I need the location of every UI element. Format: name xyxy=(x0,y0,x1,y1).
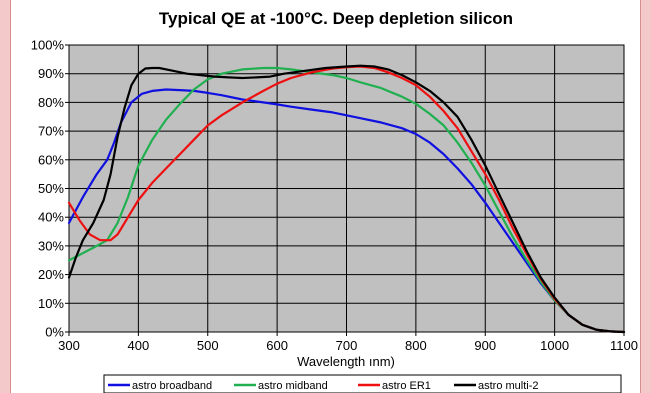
legend-entry: astro broadband xyxy=(132,380,212,392)
x-tick-label: 300 xyxy=(58,338,80,353)
y-tick-label: 10% xyxy=(38,296,64,311)
x-axis-label: Wavelength ınm) xyxy=(297,354,395,369)
x-tick-label: 1000 xyxy=(540,338,569,353)
legend-entry: astro multi-2 xyxy=(478,380,539,392)
y-tick-label: 100% xyxy=(31,38,65,53)
y-tick-label: 90% xyxy=(38,66,64,81)
y-tick-label: 40% xyxy=(38,210,64,225)
legend-entry: astro ER1 xyxy=(382,380,431,392)
x-tick-label: 1100 xyxy=(610,338,638,353)
y-tick-label: 60% xyxy=(38,152,64,167)
x-tick-label: 800 xyxy=(405,338,427,353)
legend: astro broadband astro midband astro ER1 ast… xyxy=(104,375,621,393)
x-tick-label: 500 xyxy=(197,338,219,353)
chart-title: Typical QE at -100°C. Deep depletion sil… xyxy=(159,9,513,28)
y-tick-label: 80% xyxy=(38,95,64,110)
legend-entry: astro midband xyxy=(258,380,328,392)
x-tick-label: 600 xyxy=(266,338,288,353)
y-tick-label: 70% xyxy=(38,124,64,139)
x-tick-label: 700 xyxy=(336,338,358,353)
y-tick-label: 20% xyxy=(38,267,64,282)
plot-area: 0%10%20%30%40%50%60%70%80%90%100%300 400 5… xyxy=(31,38,638,354)
x-tick-label: 400 xyxy=(128,338,150,353)
y-tick-label: 30% xyxy=(38,238,64,253)
x-tick-label: 900 xyxy=(474,338,496,353)
y-tick-label: 50% xyxy=(38,181,64,196)
